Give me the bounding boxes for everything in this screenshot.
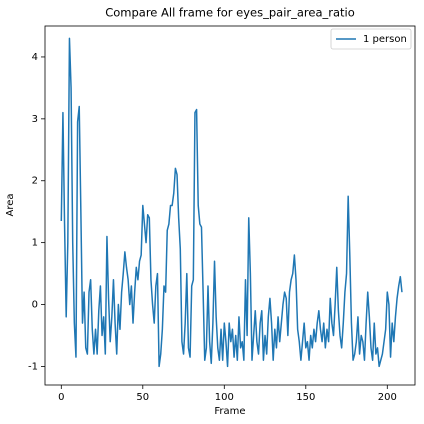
legend-box	[330, 28, 412, 50]
y-tick-label: 0	[32, 300, 38, 311]
y-axis-label: Area	[5, 193, 16, 216]
data-line	[60, 37, 403, 368]
y-tick-label: 1	[32, 238, 38, 249]
y-tick-label: 3	[32, 114, 38, 125]
x-tick-label: 50	[136, 392, 149, 403]
legend-label: 1 person	[363, 34, 407, 45]
x-tick-label: 100	[215, 392, 234, 403]
y-tick-label: 4	[32, 52, 38, 63]
chart-title: Compare All frame for eyes_pair_area_rat…	[105, 6, 355, 20]
y-tick-label: 2	[32, 176, 38, 187]
x-tick-label: 200	[378, 392, 397, 403]
y-tick-label: -1	[28, 361, 38, 372]
plot-frame	[44, 25, 416, 386]
x-tick-label: 150	[296, 392, 315, 403]
x-axis-label: Frame	[214, 406, 245, 417]
x-tick-label: 0	[58, 392, 64, 403]
